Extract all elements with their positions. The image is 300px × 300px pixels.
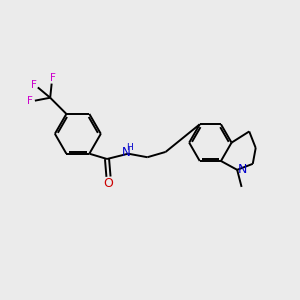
Text: F: F (27, 96, 32, 106)
Text: F: F (31, 80, 37, 90)
Text: N: N (238, 163, 247, 176)
Text: H: H (126, 143, 133, 152)
Text: N: N (122, 146, 131, 159)
Text: O: O (103, 177, 113, 190)
Text: F: F (50, 73, 56, 83)
